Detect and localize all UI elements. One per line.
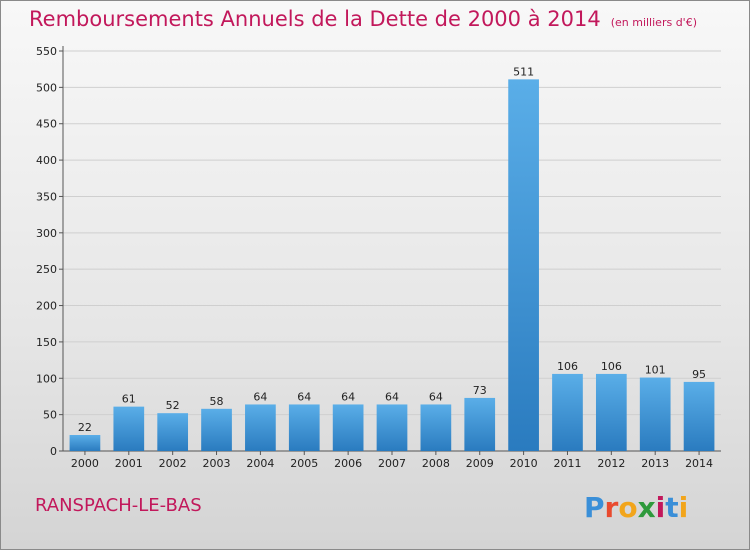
x-tick-label: 2003 (203, 457, 231, 470)
bar-value-label: 106 (601, 360, 622, 373)
chart-title-text: Remboursements Annuels de la Dette de 20… (29, 7, 601, 31)
x-tick-label: 2014 (685, 457, 713, 470)
y-tick-label: 300 (36, 227, 57, 240)
proxiti-logo: Proxiti (584, 491, 688, 524)
bar (552, 373, 583, 451)
bar (245, 404, 276, 451)
bar (639, 377, 671, 451)
bar (113, 406, 145, 451)
bar-value-label: 61 (122, 393, 136, 406)
y-tick-label: 500 (36, 81, 57, 94)
logo-letter: r (604, 491, 619, 524)
x-tick-label: 2004 (246, 457, 274, 470)
bar-value-label: 64 (429, 390, 443, 403)
bar (420, 404, 452, 451)
x-tick-label: 2005 (290, 457, 318, 470)
bar-value-label: 73 (473, 384, 487, 397)
y-tick-label: 150 (36, 336, 57, 349)
bar (332, 404, 364, 451)
y-tick-label: 400 (36, 154, 57, 167)
y-tick-label: 0 (50, 445, 57, 458)
x-tick-label: 2007 (378, 457, 406, 470)
logo-letter: t (665, 491, 679, 524)
x-tick-label: 2009 (466, 457, 494, 470)
commune-name: RANSPACH-LE-BAS (35, 495, 202, 516)
bar-value-label: 95 (692, 368, 706, 381)
bar-value-label: 511 (513, 65, 534, 78)
y-tick-label: 50 (43, 409, 57, 422)
bar-value-label: 101 (645, 364, 666, 377)
bar-value-label: 64 (297, 390, 311, 403)
x-tick-label: 2012 (597, 457, 625, 470)
bar-value-label: 58 (210, 395, 224, 408)
chart-unit-note: (en milliers d'€) (610, 16, 697, 29)
x-tick-label: 2001 (115, 457, 143, 470)
bar (595, 373, 627, 451)
bar-value-label: 64 (253, 390, 267, 403)
x-tick-label: 2010 (510, 457, 538, 470)
logo-letter: x (637, 491, 656, 524)
y-tick-label: 550 (36, 45, 57, 58)
bar-value-label: 64 (341, 390, 355, 403)
logo-letter: P (584, 491, 605, 524)
y-tick-label: 100 (36, 372, 57, 385)
y-tick-label: 450 (36, 118, 57, 131)
x-tick-label: 2013 (641, 457, 669, 470)
y-tick-label: 250 (36, 263, 57, 276)
logo-letter: i (655, 491, 666, 524)
bar (201, 408, 232, 451)
bar (376, 404, 408, 451)
bar-value-label: 64 (385, 390, 399, 403)
bar (683, 381, 715, 451)
bar-value-label: 52 (166, 399, 180, 412)
logo-letter: i (678, 491, 689, 524)
bar (157, 413, 189, 451)
logo-letter: o (618, 491, 638, 524)
bar (288, 404, 320, 451)
x-tick-label: 2002 (159, 457, 187, 470)
y-tick-label: 200 (36, 300, 57, 313)
x-tick-label: 2008 (422, 457, 450, 470)
bar-value-label: 106 (557, 360, 578, 373)
x-tick-label: 2006 (334, 457, 362, 470)
bar (464, 397, 496, 451)
x-tick-label: 2011 (553, 457, 581, 470)
bar (69, 435, 101, 451)
y-tick-label: 350 (36, 190, 57, 203)
bar-value-label: 22 (78, 421, 92, 434)
x-tick-label: 2000 (71, 457, 99, 470)
chart-title: Remboursements Annuels de la Dette de 20… (29, 7, 697, 31)
bar (508, 79, 539, 451)
